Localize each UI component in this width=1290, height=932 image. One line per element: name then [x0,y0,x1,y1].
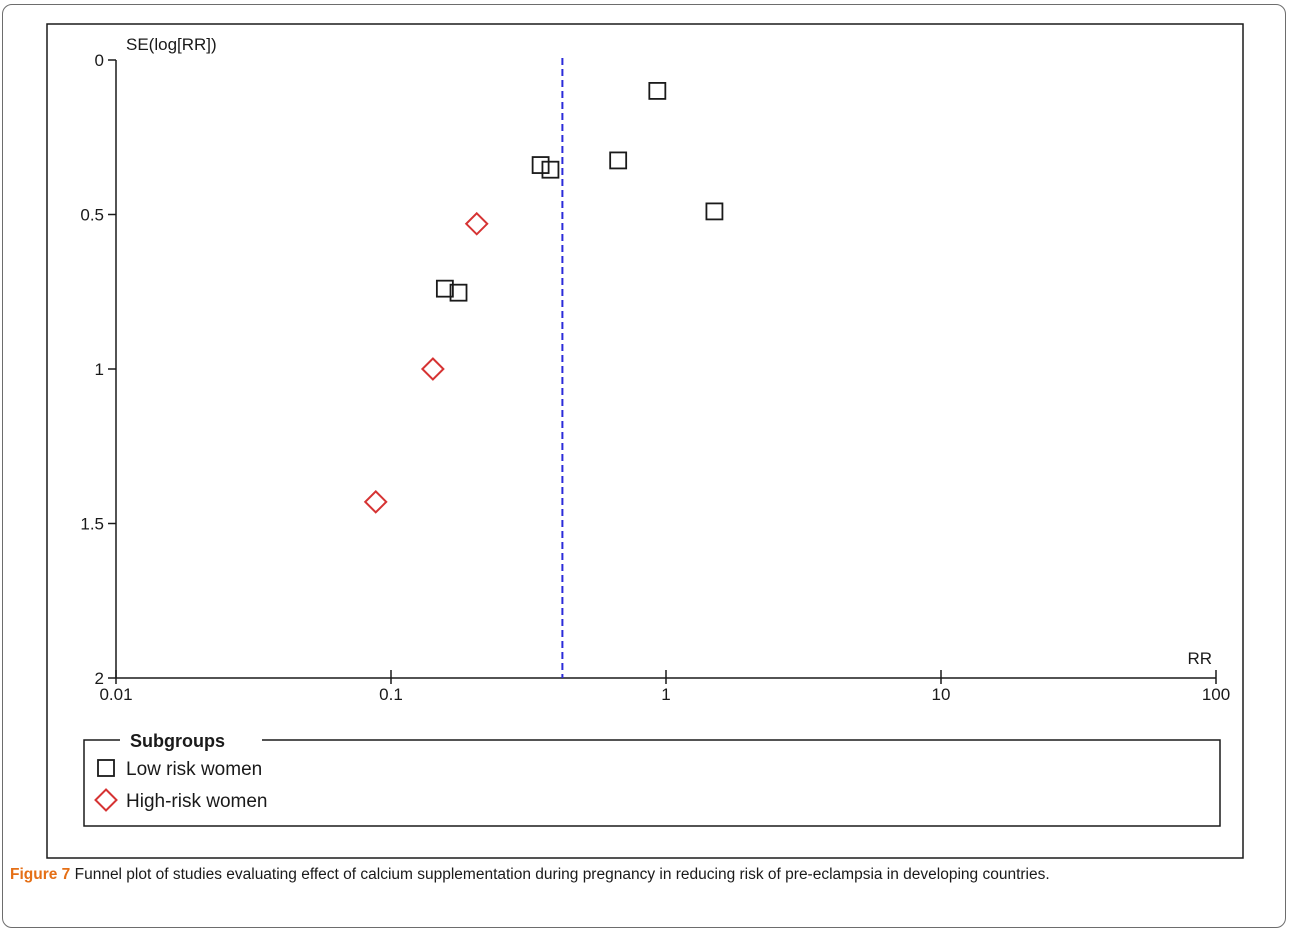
figure-frame [2,4,1286,928]
legend-square-marker [97,759,115,777]
x-tick-label: 1 [661,685,670,704]
legend: Subgroups Low risk women High-risk women [83,731,1221,827]
x-axis-title: RR [1187,649,1212,668]
high-risk-point [363,489,388,514]
chart-border [46,23,1244,859]
caption-text: Funnel plot of studies evaluating effect… [74,866,1050,883]
low-risk-point [435,279,454,298]
legend-entry: Low risk women [126,759,262,780]
funnel-plot: 0 0.5 1 1.5 20.01 0.1 1 10 100 SE(log[RR]) RR Subg… [46,23,1244,859]
y-tick-label: 0.5 [80,206,104,225]
x-tick-label: 0.1 [379,685,403,704]
axes: 0 0.5 1 1.5 20.01 0.1 1 10 100 SE(log[RR]) RR [80,35,1230,704]
x-tick-label: 10 [932,685,951,704]
legend-title: Subgroups [130,731,225,751]
y-axis-title: SE(log[RR]) [126,35,217,54]
data-points [363,82,724,514]
y-tick-label: 1.5 [80,515,104,534]
x-tick-label: 0.01 [99,685,132,704]
legend-box [83,739,1221,827]
legend-entry: High-risk women [126,791,267,812]
low-risk-point [541,160,560,179]
y-tick-label: 2 [95,669,104,688]
x-tick-label: 100 [1202,685,1230,704]
low-risk-point [609,151,628,170]
low-risk-point [449,283,468,302]
high-risk-point [420,357,445,381]
caption-label: Figure 7 [10,866,71,883]
high-risk-point [464,211,489,236]
y-tick-label: 1 [95,360,104,379]
figure-caption: Figure 7 Funnel plot of studies evaluati… [10,864,1280,886]
low-risk-point [705,202,724,221]
y-tick-label: 0 [95,51,104,70]
legend-diamond-marker [94,788,118,812]
low-risk-point [531,156,550,174]
low-risk-point [648,82,667,100]
